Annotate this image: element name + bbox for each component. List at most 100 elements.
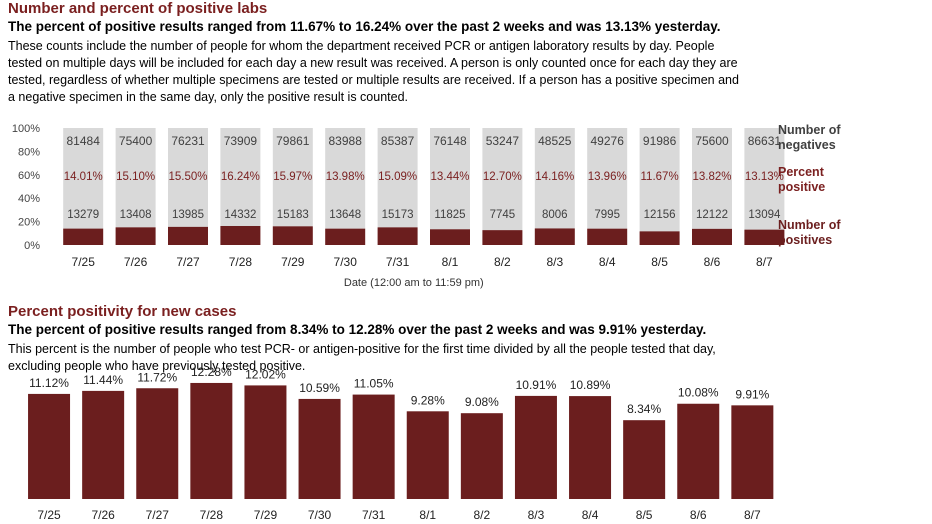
section1-description-line: These counts include the number of peopl… (8, 39, 715, 53)
y-tick-label: 60% (18, 170, 40, 182)
section1-description-line: a negative specimen in the same day, onl… (8, 90, 408, 104)
x-tick-label: 8/7 (756, 255, 773, 269)
positives-value-label: 13648 (329, 209, 361, 221)
positive-bar-segment (430, 229, 470, 245)
percent-positivity-bar (623, 420, 666, 499)
positives-value-label: 13279 (67, 209, 99, 221)
positive-bar-segment (587, 228, 628, 245)
percent-positivity-bar (190, 382, 233, 499)
percent-positive-label: 14.01% (64, 171, 103, 183)
x-tick-label: 8/5 (636, 508, 653, 522)
section2-description-line: excluding people who have previously tes… (8, 359, 306, 373)
negatives-value-label: 48525 (538, 134, 572, 148)
percent-positivity-bar (82, 390, 125, 499)
positives-value-label: 11825 (434, 209, 465, 221)
percent-positivity-bar (298, 398, 341, 499)
legend-percent-positive: Percent positive (778, 165, 825, 194)
positive-bar-segment (220, 225, 261, 245)
x-tick-label: 7/29 (281, 255, 305, 269)
x-tick-label: 7/26 (124, 255, 148, 269)
percent-positivity-value-label: 10.91% (516, 378, 557, 392)
positive-bar-segment (534, 228, 575, 245)
x-tick-label: 7/28 (200, 508, 224, 522)
percent-positivity-new-cases-chart: 11.12% 7/25 11.44% 7/26 11.72% 7/27 12.28% 7/28… (28, 365, 774, 522)
section2-description-line: This percent is the number of people who… (8, 342, 716, 356)
positives-value-label: 12122 (696, 209, 728, 221)
x-tick-label: 7/25 (37, 508, 61, 522)
percent-positivity-value-label: 10.59% (299, 381, 340, 395)
negative-bar-segment (430, 128, 470, 230)
negatives-value-label: 86631 (748, 134, 782, 148)
negative-bar-segment (482, 128, 523, 231)
legend-negatives: Number of negatives (778, 123, 841, 152)
percent-positive-label: 11.67% (641, 171, 679, 183)
negative-bar-segment (377, 128, 418, 228)
percent-positivity-bar (244, 385, 287, 499)
percent-positivity-value-label: 11.72% (137, 370, 177, 384)
percent-positive-label: 15.09% (378, 171, 417, 183)
percent-positivity-bar (406, 411, 449, 499)
positive-bar-segment (639, 231, 680, 245)
section1-description-line: tested, regardless of whether multiple s… (8, 73, 739, 87)
y-tick-label: 100% (12, 123, 40, 135)
positives-value-label: 7995 (594, 209, 620, 221)
x-tick-label: 8/2 (474, 508, 491, 522)
section2-heading: Percent positivity for new cases (8, 303, 237, 320)
negative-bar-segment (115, 128, 156, 228)
section2-subheading: The percent of positive results ranged f… (8, 322, 707, 337)
percent-positivity-value-label: 10.89% (570, 378, 611, 392)
percent-positivity-value-label: 10.08% (678, 386, 719, 400)
legend-percent-line: positive (778, 180, 825, 194)
negatives-value-label: 75600 (695, 134, 729, 148)
x-tick-label: 7/30 (308, 508, 332, 522)
legend-positives-line: positives (778, 233, 832, 247)
legend-negatives-line: Number of (778, 123, 841, 137)
x-tick-label: 8/3 (528, 508, 545, 522)
percent-positivity-bar (677, 403, 720, 499)
x-tick-label: 8/4 (599, 255, 616, 269)
positives-value-label: 8006 (542, 209, 568, 221)
positives-value-label: 13408 (120, 209, 152, 221)
positives-value-label: 12156 (644, 209, 676, 221)
positive-bar-segment (63, 228, 104, 245)
negatives-value-label: 75400 (119, 134, 153, 148)
negatives-value-label: 79861 (276, 134, 310, 148)
positive-bar-segment (744, 229, 785, 245)
percent-positivity-value-label: 9.28% (411, 393, 445, 407)
negative-bar-segment (744, 128, 785, 230)
x-tick-label: 7/30 (334, 255, 358, 269)
x-tick-label: 8/5 (651, 255, 668, 269)
x-tick-label: 7/29 (254, 508, 278, 522)
positive-bar-segment (272, 226, 313, 245)
legend-negatives-line: negatives (778, 138, 836, 152)
section1-description: These counts include the number of peopl… (8, 38, 908, 106)
x-tick-label: 8/2 (494, 255, 511, 269)
percent-positivity-bar (352, 394, 395, 499)
percent-positive-label: 15.10% (116, 171, 155, 183)
x-axis-title: Date (12:00 am to 11:59 pm) (344, 277, 484, 289)
percent-positivity-value-label: 9.91% (735, 387, 769, 401)
negatives-value-label: 91986 (643, 134, 677, 148)
x-tick-label: 7/31 (362, 508, 386, 522)
negatives-value-label: 73909 (224, 134, 258, 148)
x-tick-label: 8/4 (582, 508, 599, 522)
x-tick-label: 7/28 (229, 255, 253, 269)
section2-description: This percent is the number of people who… (8, 341, 908, 375)
legend-positives: Number of positives (778, 218, 841, 247)
x-tick-label: 7/26 (91, 508, 115, 522)
section1-subheading: The percent of positive results ranged f… (8, 19, 721, 34)
x-tick-label: 8/3 (546, 255, 563, 269)
negative-bar-segment (272, 128, 313, 227)
positive-bar-segment (482, 230, 523, 245)
percent-positive-label: 13.98% (326, 171, 365, 183)
y-tick-label: 40% (18, 193, 40, 205)
negative-bar-segment (639, 128, 680, 232)
percent-positive-label: 14.16% (535, 171, 574, 183)
x-tick-label: 8/1 (419, 508, 436, 522)
negative-bar-segment (168, 128, 208, 227)
negatives-value-label: 76231 (171, 134, 205, 148)
percent-positive-label: 13.44% (430, 171, 469, 183)
x-tick-label: 8/6 (690, 508, 707, 522)
x-tick-label: 8/7 (744, 508, 761, 522)
negatives-value-label: 49276 (591, 134, 625, 148)
